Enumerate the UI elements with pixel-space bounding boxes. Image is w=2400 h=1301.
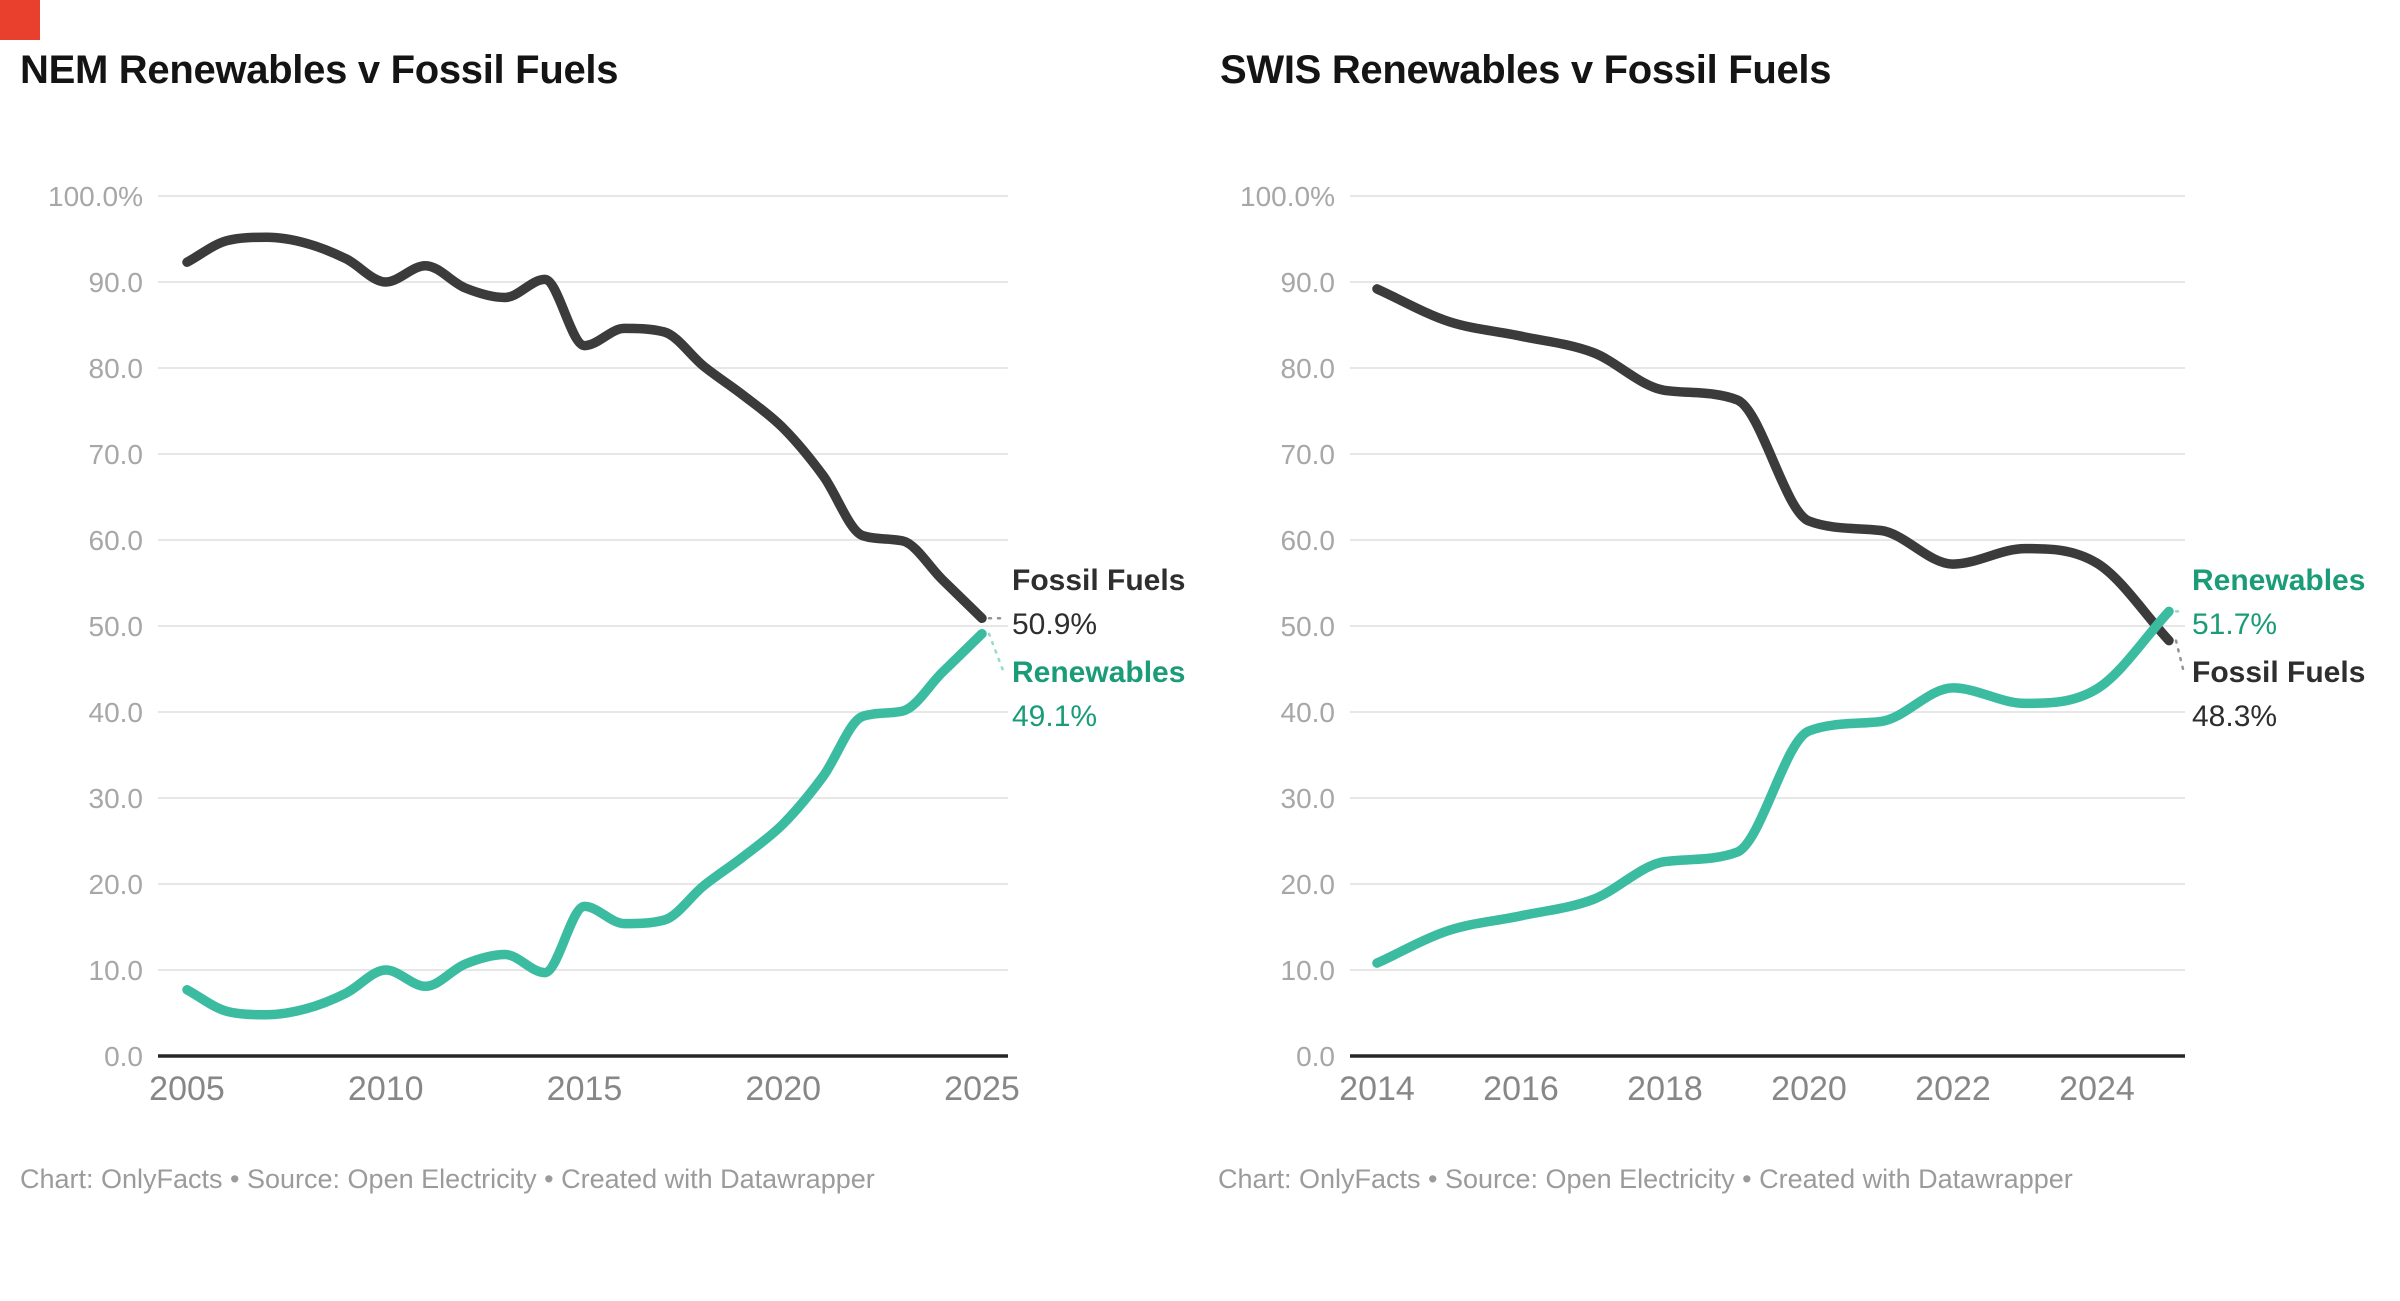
red-marker bbox=[0, 0, 40, 40]
end-label-value: 51.7% bbox=[2192, 608, 2277, 641]
renewables-line bbox=[182, 628, 987, 1020]
y-tick-label: 90.0 bbox=[1281, 267, 1336, 298]
x-tick-label: 2018 bbox=[1627, 1070, 1703, 1108]
y-tick-label: 100.0% bbox=[1240, 181, 1335, 212]
x-tick-label: 2024 bbox=[2059, 1070, 2135, 1108]
y-tick-label: 10.0 bbox=[1281, 955, 1336, 986]
swis-chart-footer: Chart: OnlyFacts • Source: Open Electric… bbox=[1218, 1164, 2073, 1194]
y-tick-label: 50.0 bbox=[89, 611, 144, 642]
y-tick-label: 60.0 bbox=[89, 525, 144, 556]
nem-chart-footer: Chart: OnlyFacts • Source: Open Electric… bbox=[20, 1164, 875, 1194]
y-tick-label: 80.0 bbox=[89, 353, 144, 384]
y-tick-label: 100.0% bbox=[48, 181, 143, 212]
x-tick-label: 2022 bbox=[1915, 1070, 1991, 1108]
end-label-value: 49.1% bbox=[1012, 700, 1097, 733]
y-tick-label: 40.0 bbox=[89, 697, 144, 728]
x-tick-label: 2016 bbox=[1483, 1070, 1559, 1108]
y-tick-label: 30.0 bbox=[1281, 783, 1336, 814]
x-tick-label: 2014 bbox=[1339, 1070, 1415, 1108]
y-tick-label: 10.0 bbox=[89, 955, 144, 986]
y-tick-label: 60.0 bbox=[1281, 525, 1336, 556]
swis-chart-title: SWIS Renewables v Fossil Fuels bbox=[1220, 48, 1832, 92]
y-tick-label: 0.0 bbox=[1296, 1041, 1335, 1072]
end-label-value: 48.3% bbox=[2192, 700, 2277, 733]
y-tick-label: 20.0 bbox=[89, 869, 144, 900]
end-label-name: Fossil Fuels bbox=[1012, 564, 1185, 597]
y-tick-label: 20.0 bbox=[1281, 869, 1336, 900]
end-label-value: 50.9% bbox=[1012, 608, 1097, 641]
fossil-fuels-line bbox=[182, 232, 987, 624]
leader-line bbox=[2174, 639, 2186, 675]
y-tick-label: 30.0 bbox=[89, 783, 144, 814]
y-tick-label: 50.0 bbox=[1281, 611, 1336, 642]
y-tick-label: 80.0 bbox=[1281, 353, 1336, 384]
x-tick-label: 2025 bbox=[944, 1070, 1020, 1108]
x-tick-label: 2020 bbox=[1771, 1070, 1847, 1108]
leader-line bbox=[987, 632, 1006, 675]
x-tick-label: 2020 bbox=[745, 1070, 821, 1108]
renewables-line bbox=[1372, 606, 2174, 968]
end-label-name: Renewables bbox=[1012, 656, 1185, 689]
nem-chart-title: NEM Renewables v Fossil Fuels bbox=[20, 48, 619, 92]
x-tick-label: 2005 bbox=[149, 1070, 225, 1108]
end-label-name: Fossil Fuels bbox=[2192, 656, 2365, 689]
y-tick-label: 70.0 bbox=[89, 439, 144, 470]
y-tick-label: 40.0 bbox=[1281, 697, 1336, 728]
y-tick-label: 90.0 bbox=[89, 267, 144, 298]
fossil-fuels-line bbox=[1372, 284, 2174, 646]
x-tick-label: 2010 bbox=[348, 1070, 424, 1108]
y-tick-label: 0.0 bbox=[104, 1041, 143, 1072]
end-label-name: Renewables bbox=[2192, 564, 2365, 597]
y-tick-label: 70.0 bbox=[1281, 439, 1336, 470]
x-tick-label: 2015 bbox=[547, 1070, 623, 1108]
